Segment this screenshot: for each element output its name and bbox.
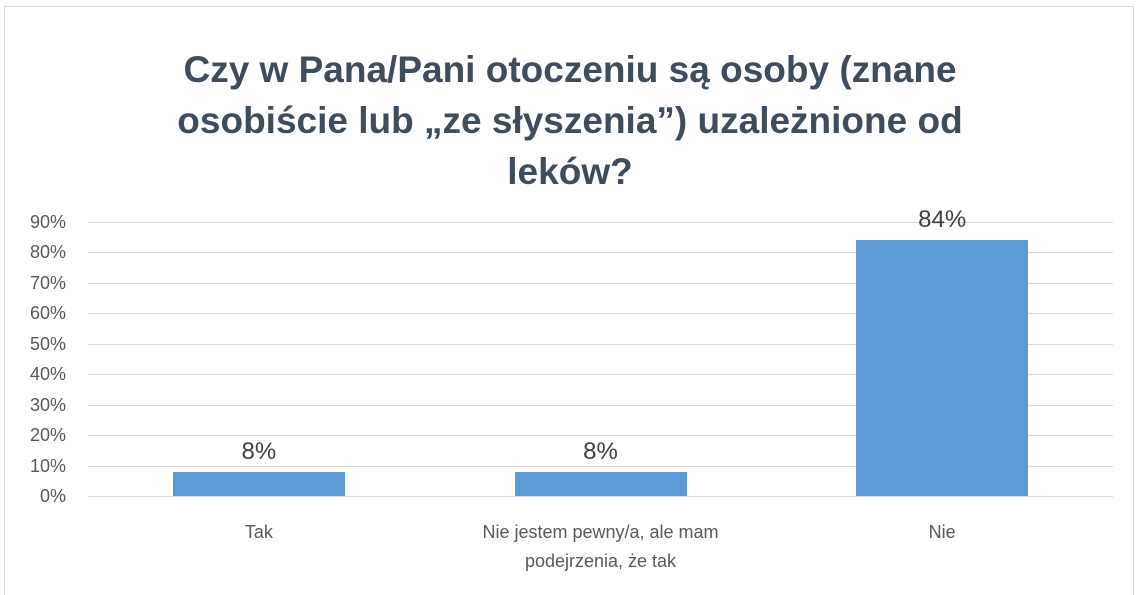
y-tick-label: 70% (29, 272, 66, 293)
value-label: 8% (241, 437, 277, 465)
grid-line (88, 313, 1113, 315)
y-tick-label: 50% (29, 333, 66, 354)
y-tick-label: 40% (29, 364, 66, 385)
grid-line (88, 465, 1113, 467)
grid-line (88, 435, 1113, 437)
grid-line (88, 282, 1113, 284)
grid-line (88, 404, 1113, 406)
value-label: 84% (918, 206, 967, 234)
y-tick-label: 60% (29, 303, 66, 324)
grid-line (88, 222, 1113, 223)
y-tick-label: 20% (29, 425, 66, 446)
bar (172, 471, 345, 496)
bar (856, 240, 1029, 496)
y-tick-label: 10% (29, 455, 66, 476)
chart-title: Czy w Pana/Pani otoczeniu są osoby (znan… (177, 49, 963, 192)
x-tick-label: Nie (928, 522, 956, 542)
y-tick-label: 0% (39, 486, 66, 506)
value-label: 8% (583, 437, 618, 465)
y-tick-label: 80% (29, 242, 66, 263)
bar (514, 471, 687, 496)
grid-line (88, 252, 1113, 254)
y-tick-label: 30% (29, 394, 66, 415)
grid-line (88, 496, 1113, 497)
grid-line (88, 374, 1113, 376)
y-tick-label: 90% (29, 212, 66, 232)
grid-line (88, 343, 1113, 345)
x-tick-label: Nie jestem pewny/a, ale mam podejrzenia,… (482, 522, 719, 571)
chart-frame (4, 6, 1134, 595)
x-tick-label: Tak (244, 522, 273, 542)
